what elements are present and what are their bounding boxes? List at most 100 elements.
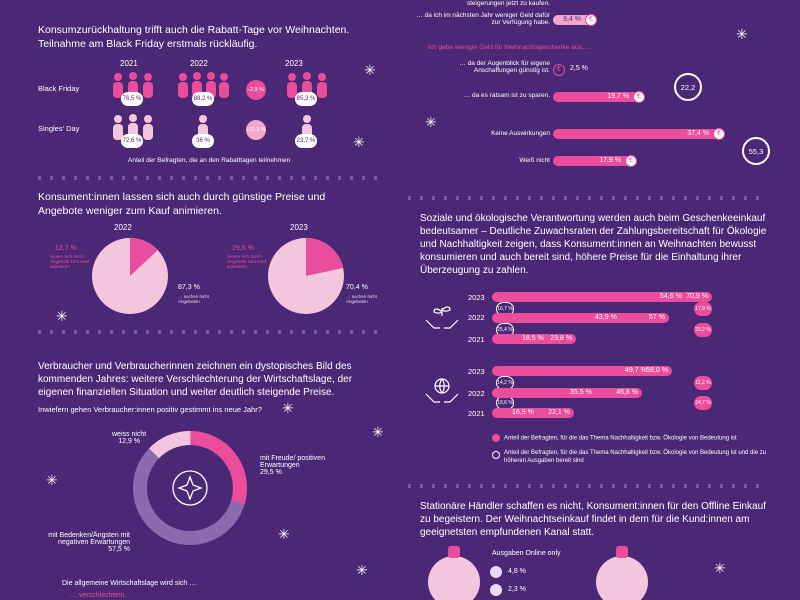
right-top-label2: … da ich im nächsten Jahr weniger Geld d… (416, 12, 550, 26)
groupB-side-r1: 11,2 % (694, 376, 712, 390)
value-bf-2022: 88,2 % (192, 92, 214, 106)
euro-icon: € (553, 64, 565, 76)
groupA-bar-2021-dark: 23,8 % (492, 334, 576, 344)
pie-small-note-2022: lassen sich durch Angebote zum Kauf anim… (50, 254, 90, 269)
value-bf-2021: 76,5 % (121, 92, 143, 106)
star-icon: ✳ (56, 308, 68, 324)
economy-answer: … verschlechtern (70, 592, 125, 599)
year-2021: 2021 (120, 59, 138, 68)
groupA-side-r2: 33,2 % (694, 323, 712, 337)
row-label-black-friday: Black Friday (38, 84, 80, 93)
pie-mini-icon-2 (490, 584, 502, 596)
row-label-singles-day: Singles' Day (38, 124, 80, 133)
groupA-2023-light: 54,6 % (660, 293, 682, 300)
delta-sd: -12,3 % (246, 120, 266, 140)
star-icon: ✳ (372, 424, 384, 440)
groupB-bar-2022-dark: 46,8 % (492, 388, 642, 398)
people-group-bf-2021 (108, 70, 158, 104)
star-icon: ✳ (425, 114, 437, 130)
section-title-dystopisch: Verbraucher und Verbraucherinnen zeichne… (38, 361, 353, 398)
star-icon: ✳ (714, 560, 726, 576)
donut-weiss-nicht-label: weiss nicht 12,9 % (112, 431, 147, 445)
section-title-angebote: Konsument:innen lassen sich auch durch g… (38, 191, 326, 217)
donut-chart (132, 430, 248, 546)
pie-small-2022: 12,7 % (55, 245, 77, 252)
row-eigene-value: 2,5 % (570, 65, 588, 72)
donut-bedenken-label: mit Bedenken/Ängsten mit negativen Erwar… (48, 532, 130, 553)
groupB-year-2022: 2022 (468, 389, 485, 398)
pie-chart-2023 (266, 236, 346, 316)
legend-2: Anteil der Befragten, für die das Thema … (492, 449, 782, 465)
pie-big-note-2022: … suchen nicht Angeboten (178, 294, 210, 304)
circle-55-3: 55,3 (742, 137, 770, 165)
bar-keine: 37,4 % € (553, 128, 725, 140)
star-icon: ✳ (356, 562, 368, 578)
row-weiss-label: Weiß nicht (519, 157, 550, 164)
section-title-rabatt: Konsumzurückhaltung trifft auch die Raba… (38, 24, 350, 50)
groupA-year-2021: 2021 (468, 335, 485, 344)
pie-big-note-2023: … suchen nicht Angeboten (346, 294, 378, 304)
groupB-2023-light: 49,7 % (625, 367, 647, 374)
bar-weiss: 17,9 % € (553, 155, 637, 167)
globe-hands-icon (424, 376, 460, 406)
star-icon: ✳ (364, 62, 376, 78)
star-icon: ✳ (282, 400, 294, 416)
star-icon: ✳ (353, 134, 365, 150)
value-bf-2023: 85,3 % (295, 92, 317, 106)
right-top-label1: steigerungen jetzt zu kaufen. (466, 0, 550, 7)
groupA-2022-light: 43,9 % (595, 314, 617, 321)
ornament-store-icon-2 (596, 556, 648, 600)
row-keine-label: Keine Auswirkungen (491, 130, 550, 137)
star-icon: ✳ (278, 526, 290, 542)
legend-1: Anteil der Befragten, für die das Thema … (492, 434, 782, 442)
star-icon: ✳ (736, 26, 748, 42)
donut-question: Inwiefern gehen Verbraucher:innen positi… (38, 405, 262, 414)
donut-freude-label: mit Freude/ positiven Erwartungen 29,5 % (260, 455, 325, 476)
pie-year-2022: 2022 (114, 223, 132, 232)
row-eigene-label: … da der Augenblick für eigene Anschaffu… (459, 60, 550, 74)
groupB-side-r2: 24,7 % (694, 396, 712, 410)
pie-small-note-2023: lassen sich durch Angebote zum Kauf anim… (227, 254, 267, 269)
section-title-stationaer: Stationäre Händler schaffen es nicht, Ko… (420, 501, 766, 538)
economy-question: Die allgemeine Wirtschaftslage wird sich… (62, 580, 197, 587)
groupB-year-2021: 2021 (468, 409, 485, 418)
ornament-store-icon (428, 556, 480, 600)
caption-rabatt: Anteil der Befragten, die an den Rabattt… (128, 157, 291, 164)
value-sd-2021: 72,6 % (121, 134, 143, 148)
groupB-2021-light: 16,9 % (512, 409, 534, 416)
groupA-side-r1: 17,9 % (694, 302, 712, 316)
groupA-year-2022: 2022 (468, 313, 485, 322)
pie-chart-2022 (90, 236, 170, 316)
groupB-2022-light: 35,5 % (570, 389, 592, 396)
pie-small-2023: 29,6 % (232, 245, 254, 252)
pie-mini-icon (490, 566, 502, 578)
section-title-nachhaltigkeit: Soziale und ökologische Verantwortung we… (420, 213, 767, 276)
delta-bf: -2,9 % (246, 80, 266, 100)
pie-year-2023: 2023 (290, 223, 308, 232)
groupB-bar-2023-dark: 58,0 % (492, 366, 672, 376)
groupA-bar-2023-dark: 70,9 % (492, 292, 712, 302)
groupA-bar-2022-dark: 57 % (492, 313, 669, 323)
circle-22-2: 22,2 (674, 73, 702, 101)
online-v2: 2,3 % (508, 586, 526, 593)
ornament-cap-icon (448, 546, 460, 558)
row-sparen-label: … da es ratsam ist zu sparen. (463, 92, 550, 99)
groupA-2021-light: 18,5 % (522, 335, 544, 342)
pie-big-2022: 87,3 % (178, 284, 200, 291)
pie-big-2023: 70,4 % (346, 284, 368, 291)
value-sd-2023: 23,7 % (295, 134, 317, 148)
plant-hands-icon (424, 302, 460, 332)
year-2022: 2022 (190, 59, 208, 68)
year-2023: 2023 (285, 59, 303, 68)
bar-sparen: 19,7 % € (553, 91, 645, 103)
groupB-bar-2021-dark: 22,1 % (492, 408, 574, 418)
ornament-cap-icon-2 (616, 546, 628, 558)
groupB-year-2023: 2023 (468, 367, 485, 376)
groupA-year-2023: 2023 (468, 293, 485, 302)
sparkle-icon (170, 468, 210, 508)
bar-top-value2: 9,4 % € (553, 14, 597, 26)
online-v1: 4,8 % (508, 568, 526, 575)
value-sd-2022: 36 % (192, 134, 214, 148)
online-label: Ausgaben Online only (492, 550, 561, 557)
star-icon: ✳ (46, 472, 58, 488)
